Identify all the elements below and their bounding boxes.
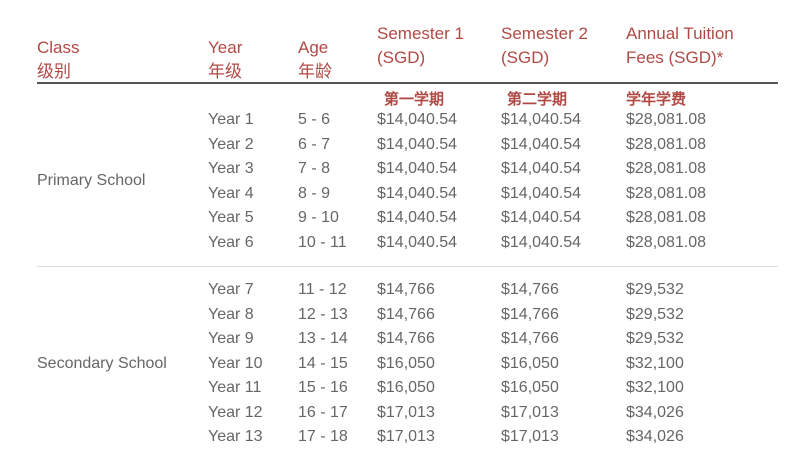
header-age-cn: 年龄 bbox=[298, 62, 332, 81]
header-sem2-line2: (SGD) bbox=[501, 48, 550, 67]
cell-sem1: $14,040.54 bbox=[377, 160, 458, 177]
cell-year: Year 5 bbox=[208, 209, 254, 226]
cell-sem1: $14,766 bbox=[377, 281, 435, 298]
cell-annual: $28,081.08 bbox=[626, 233, 707, 251]
header-rule bbox=[37, 82, 778, 84]
header-sem2: Semester 2 (SGD) bbox=[501, 22, 588, 70]
section-label: Primary School bbox=[37, 172, 146, 190]
cell-sem2: $16,050 bbox=[501, 379, 559, 396]
cell-year: Year 3 bbox=[208, 160, 254, 177]
cell-age: 15 - 16 bbox=[298, 379, 348, 396]
cell-annual: $29,532 bbox=[626, 305, 684, 323]
cell-year: Year 13 bbox=[208, 428, 263, 445]
header-sem1-line2: (SGD) bbox=[377, 48, 426, 67]
cell-sem1: $14,040.54 bbox=[377, 184, 458, 202]
cell-age: 6 - 7 bbox=[298, 135, 331, 153]
cell-sem1: $14,040.54 bbox=[377, 135, 458, 153]
cell-sem1: $14,766 bbox=[377, 305, 435, 323]
cell-year: Year 11 bbox=[208, 379, 262, 396]
cell-annual: $28,081.08 bbox=[626, 184, 707, 202]
cell-annual: $28,081.08 bbox=[626, 135, 707, 153]
cell-sem2: $14,040.54 bbox=[501, 184, 582, 202]
cell-year: Year 6 bbox=[208, 233, 254, 251]
cell-sem1: $17,013 bbox=[377, 428, 435, 445]
section-label: Secondary School bbox=[37, 354, 167, 372]
cell-annual: $32,100 bbox=[626, 354, 684, 372]
cell-year: Year 10 bbox=[208, 354, 263, 372]
cell-age: 14 - 15 bbox=[298, 354, 348, 372]
header-annual-line1: Annual Tuition bbox=[626, 24, 734, 43]
cell-sem2: $14,040.54 bbox=[501, 209, 582, 226]
cell-annual: $34,026 bbox=[626, 428, 684, 445]
cell-annual: $32,100 bbox=[626, 379, 684, 396]
header-sem2-cn: 第二学期 bbox=[507, 90, 568, 108]
header-sem1-line1: Semester 1 bbox=[377, 24, 464, 43]
cell-age: 9 - 10 bbox=[298, 209, 339, 226]
cell-year: Year 1 bbox=[208, 111, 254, 128]
cell-sem1: $14,040.54 bbox=[377, 233, 458, 251]
cell-sem1: $14,040.54 bbox=[377, 111, 458, 128]
cell-sem2: $14,766 bbox=[501, 305, 559, 323]
header-age: Age 年龄 bbox=[298, 36, 332, 84]
cell-age: 8 - 9 bbox=[298, 184, 331, 202]
cell-age: 7 - 8 bbox=[298, 160, 331, 177]
cell-sem2: $14,766 bbox=[501, 330, 559, 347]
header-class-en: Class bbox=[37, 38, 80, 57]
cell-age: 5 - 6 bbox=[298, 111, 331, 128]
cell-year: Year 4 bbox=[208, 184, 254, 202]
header-year-en: Year bbox=[208, 38, 243, 57]
header-year: Year 年级 bbox=[208, 36, 242, 84]
header-sem1-cn: 第一学期 bbox=[384, 90, 445, 108]
cell-sem1: $16,050 bbox=[377, 379, 435, 396]
cell-sem1: $16,050 bbox=[377, 354, 435, 372]
cell-sem2: $14,766 bbox=[501, 281, 559, 298]
cell-sem1: $14,040.54 bbox=[377, 209, 458, 226]
header-annual-cn: 学年学费 bbox=[626, 90, 687, 108]
cell-age: 12 - 13 bbox=[298, 305, 348, 323]
cell-age: 16 - 17 bbox=[298, 403, 348, 421]
cell-sem2: $14,040.54 bbox=[501, 135, 582, 153]
cell-age: 10 - 11 bbox=[298, 233, 347, 251]
cell-age: 11 - 12 bbox=[298, 281, 347, 298]
cell-sem2: $14,040.54 bbox=[501, 233, 582, 251]
cell-annual: $34,026 bbox=[626, 403, 684, 421]
cell-annual: $29,532 bbox=[626, 330, 684, 347]
cell-annual: $28,081.08 bbox=[626, 160, 707, 177]
header-year-cn: 年级 bbox=[208, 62, 242, 81]
cell-sem1: $17,013 bbox=[377, 403, 435, 421]
cell-annual: $29,532 bbox=[626, 281, 684, 298]
cell-annual: $28,081.08 bbox=[626, 111, 707, 128]
cell-sem2: $17,013 bbox=[501, 403, 559, 421]
header-class-cn: 级别 bbox=[37, 62, 71, 81]
header-annual-line2: Fees (SGD)* bbox=[626, 48, 724, 67]
cell-sem2: $14,040.54 bbox=[501, 111, 582, 128]
cell-year: Year 12 bbox=[208, 403, 263, 421]
cell-age: 13 - 14 bbox=[298, 330, 348, 347]
cell-sem2: $16,050 bbox=[501, 354, 559, 372]
header-sem2-line1: Semester 2 bbox=[501, 24, 588, 43]
cell-sem2: $14,040.54 bbox=[501, 160, 582, 177]
header-sem1: Semester 1 (SGD) bbox=[377, 22, 464, 70]
cell-annual: $28,081.08 bbox=[626, 209, 707, 226]
cell-year: Year 8 bbox=[208, 305, 254, 323]
cell-year: Year 9 bbox=[208, 330, 254, 347]
header-annual: Annual Tuition Fees (SGD)* bbox=[626, 22, 734, 70]
section-divider bbox=[37, 266, 778, 267]
cell-sem1: $14,766 bbox=[377, 330, 435, 347]
header-age-en: Age bbox=[298, 38, 329, 57]
cell-age: 17 - 18 bbox=[298, 428, 348, 445]
cell-sem2: $17,013 bbox=[501, 428, 559, 445]
cell-year: Year 2 bbox=[208, 135, 254, 153]
header-class: Class 级别 bbox=[37, 36, 80, 84]
cell-year: Year 7 bbox=[208, 281, 254, 298]
